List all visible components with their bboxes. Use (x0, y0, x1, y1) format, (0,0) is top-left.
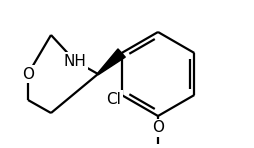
Text: O: O (22, 66, 34, 82)
Polygon shape (98, 49, 125, 75)
Text: NH: NH (64, 53, 86, 69)
Text: O: O (152, 120, 164, 136)
Text: Cl: Cl (106, 92, 121, 107)
